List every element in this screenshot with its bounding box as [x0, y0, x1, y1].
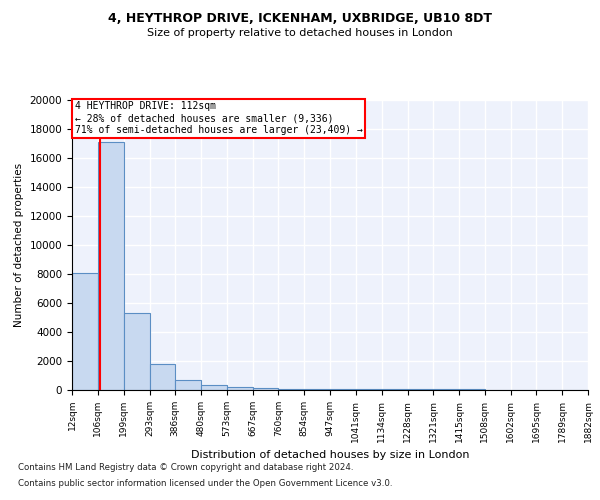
Bar [330, 389, 356, 390]
X-axis label: Distribution of detached houses by size in London: Distribution of detached houses by size … [191, 450, 469, 460]
Bar [98, 142, 124, 390]
Bar [227, 387, 253, 390]
Text: 4 HEYTHROP DRIVE: 112sqm
← 28% of detached houses are smaller (9,336)
71% of sem: 4 HEYTHROP DRIVE: 112sqm ← 28% of detach… [74, 102, 362, 134]
Text: Size of property relative to detached houses in London: Size of property relative to detached ho… [147, 28, 453, 38]
Bar [201, 385, 227, 390]
Bar [356, 389, 382, 390]
Bar [149, 364, 175, 390]
Bar [304, 389, 330, 390]
Text: Contains HM Land Registry data © Crown copyright and database right 2024.: Contains HM Land Registry data © Crown c… [18, 464, 353, 472]
Bar [278, 388, 304, 390]
Bar [175, 380, 201, 390]
Text: Contains public sector information licensed under the Open Government Licence v3: Contains public sector information licen… [18, 478, 392, 488]
Bar [72, 272, 98, 390]
Bar [124, 313, 149, 390]
Bar [253, 388, 278, 390]
Text: 4, HEYTHROP DRIVE, ICKENHAM, UXBRIDGE, UB10 8DT: 4, HEYTHROP DRIVE, ICKENHAM, UXBRIDGE, U… [108, 12, 492, 26]
Y-axis label: Number of detached properties: Number of detached properties [14, 163, 24, 327]
